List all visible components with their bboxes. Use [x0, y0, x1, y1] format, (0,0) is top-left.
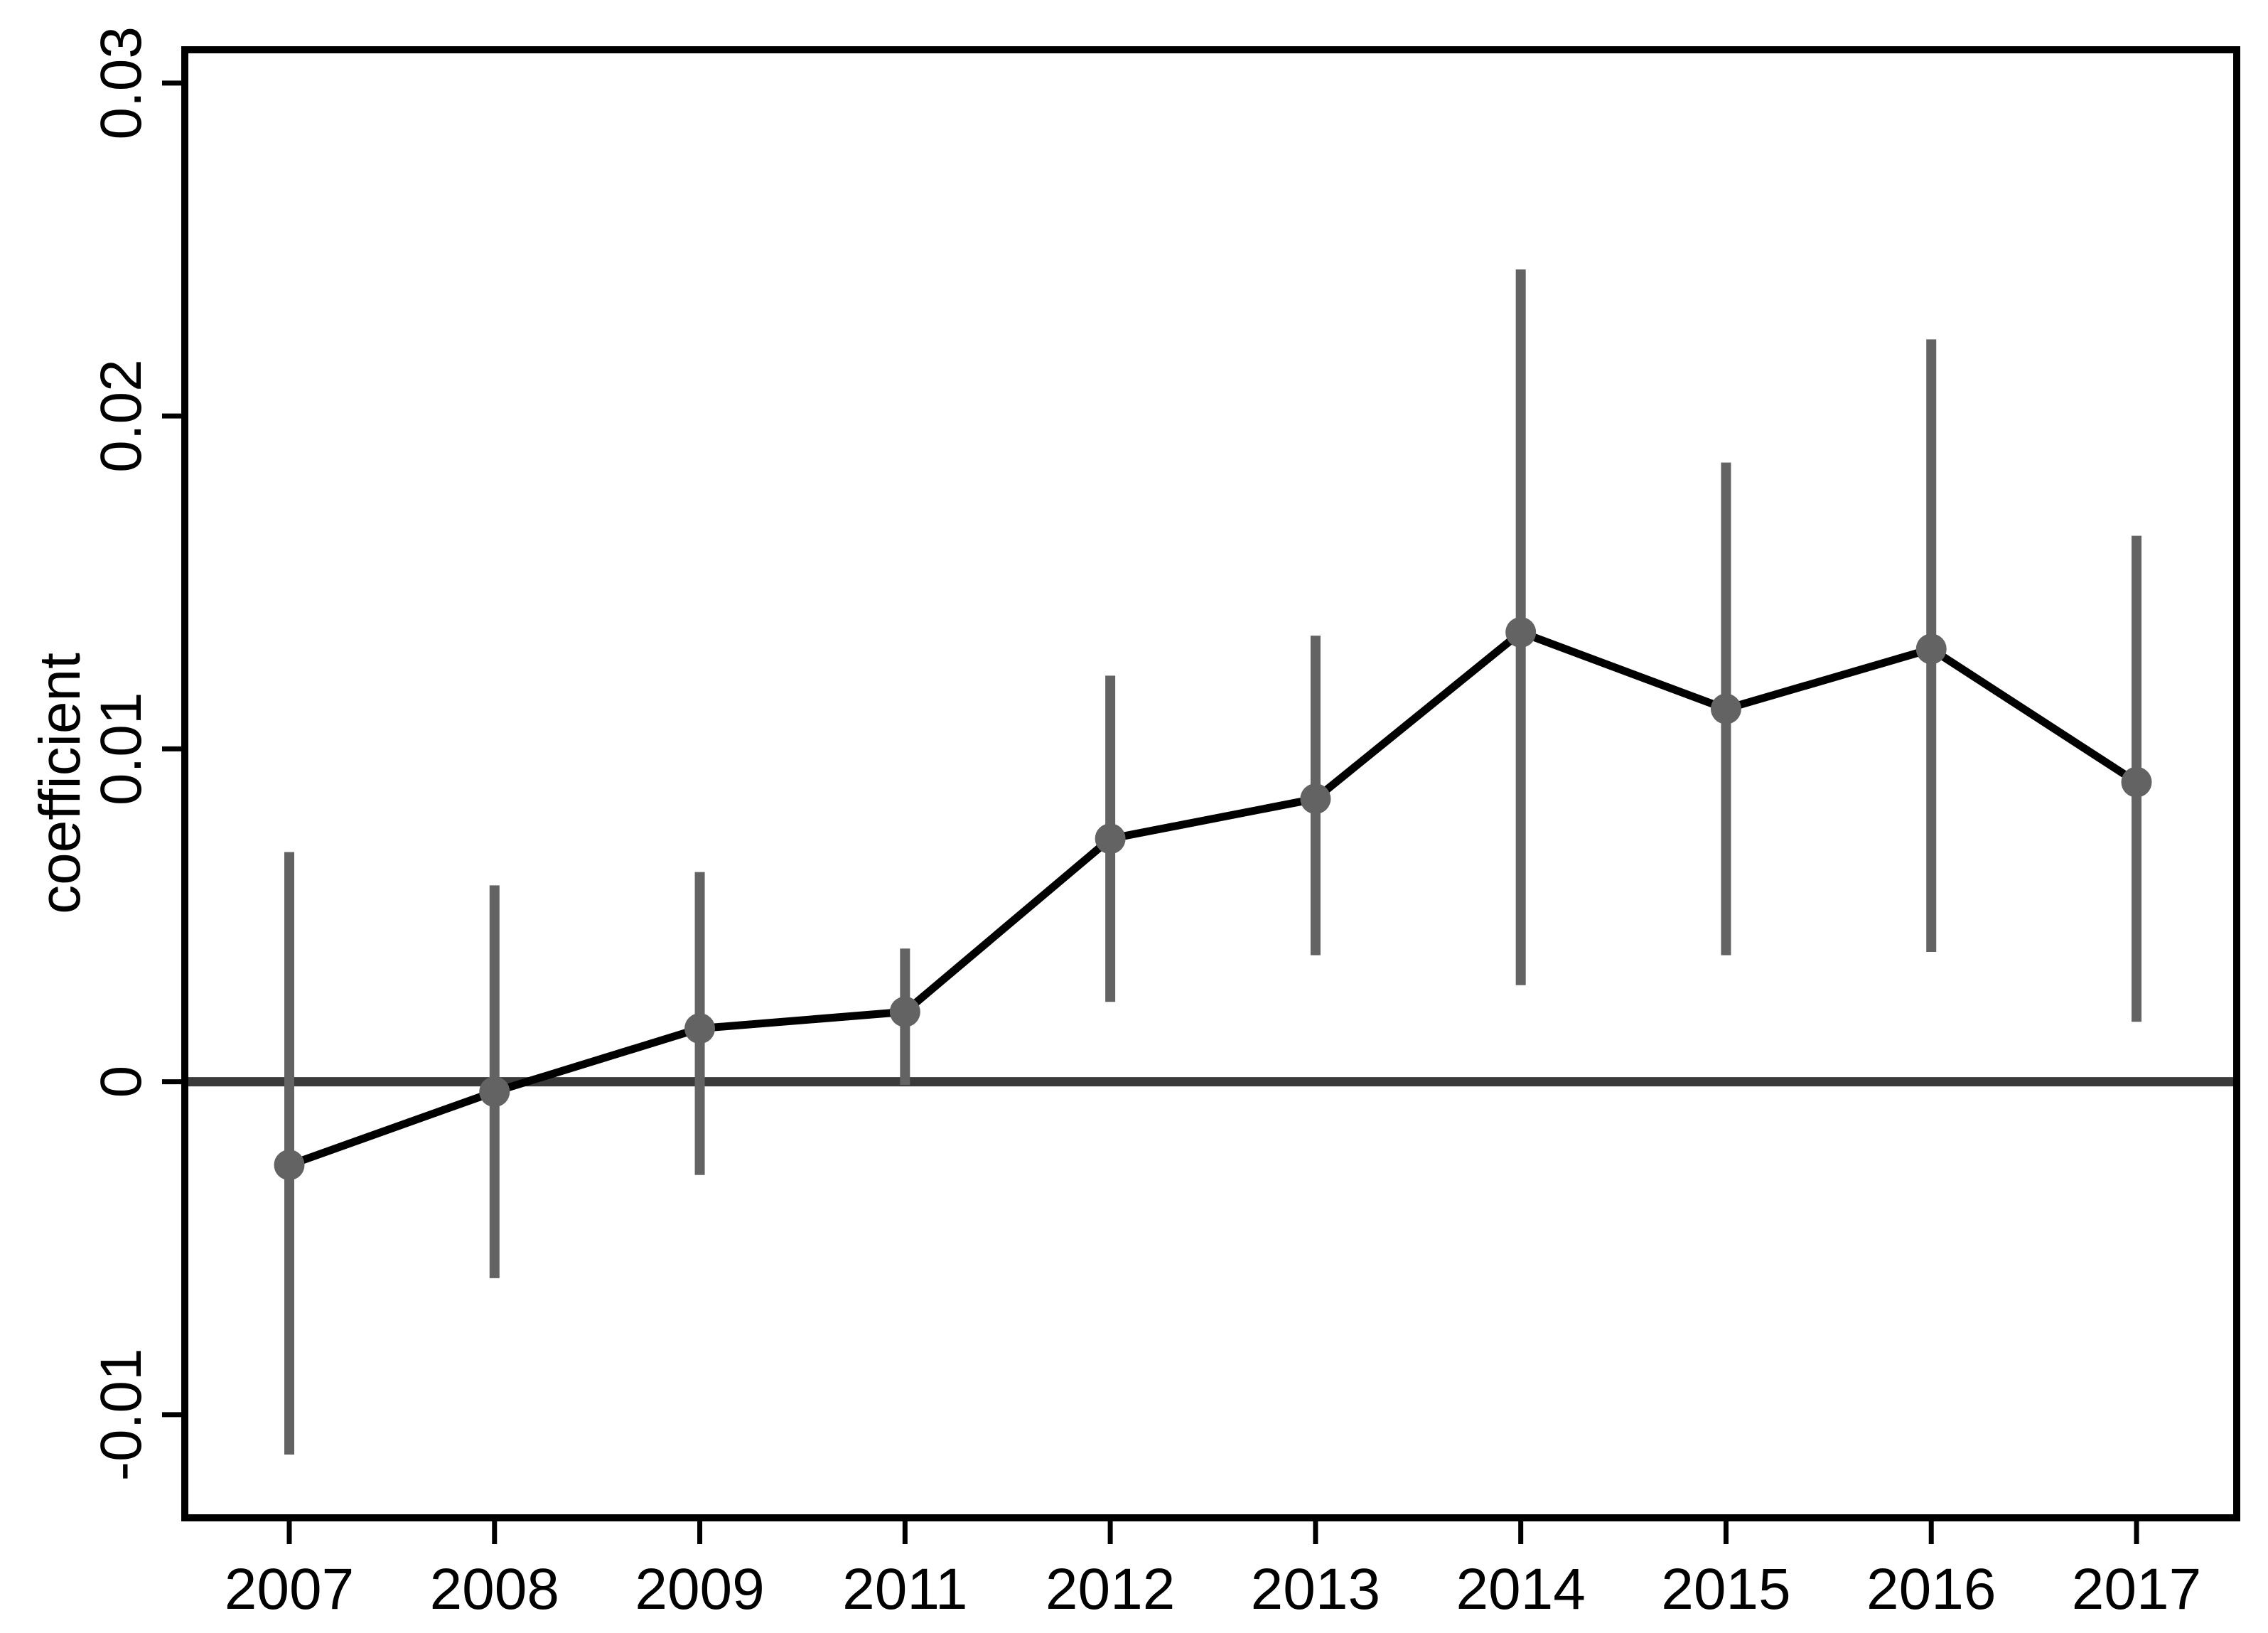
trend-line	[285, 628, 2141, 1169]
data-point-marker	[684, 1013, 716, 1044]
data-point-marker	[1300, 783, 1331, 815]
x-tick-label: 2017	[2072, 1557, 2201, 1622]
y-axis-label: coefficient	[28, 653, 92, 914]
data-point-marker	[1710, 693, 1741, 724]
y-tick-label: -0.01	[89, 1348, 154, 1481]
y-tick-label: 0	[89, 1066, 154, 1098]
plot-frame	[181, 46, 2240, 1521]
x-tick-label: 2012	[1046, 1557, 1175, 1622]
data-point-marker	[1505, 616, 1537, 648]
data-point-marker	[1095, 823, 1126, 855]
x-tick-label: 2009	[635, 1557, 764, 1622]
data-point-marker	[479, 1076, 510, 1108]
y-tick-label: 0.01	[89, 692, 154, 806]
data-point-marker	[1915, 633, 1947, 665]
y-tick-label: 0.02	[89, 359, 154, 473]
y-tick-label: 0.03	[89, 26, 154, 140]
data-point-marker	[889, 996, 920, 1027]
x-tick-label: 2013	[1251, 1557, 1380, 1622]
x-tick-label: 2007	[225, 1557, 354, 1622]
x-tick-label: 2011	[842, 1557, 967, 1622]
x-tick-label: 2016	[1866, 1557, 1996, 1622]
x-tick-label: 2008	[430, 1557, 559, 1622]
x-tick-label: 2015	[1661, 1557, 1790, 1622]
data-point-marker	[274, 1150, 305, 1181]
data-point-marker	[2121, 766, 2152, 798]
x-tick-label: 2014	[1456, 1557, 1585, 1622]
